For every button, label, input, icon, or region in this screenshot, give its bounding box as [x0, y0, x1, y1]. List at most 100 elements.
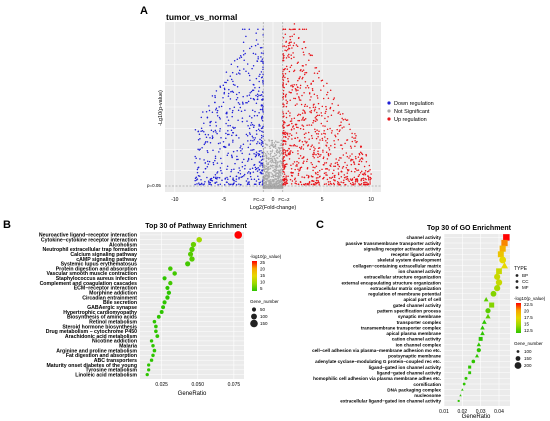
- volcano-point: [339, 157, 341, 159]
- data-point: [151, 344, 155, 348]
- volcano-point: [266, 175, 269, 177]
- volcano-x-ticks: -10 -5 0 5 10: [171, 197, 374, 203]
- data-point: [172, 271, 177, 276]
- volcano-point: [300, 103, 303, 106]
- data-point: [476, 348, 481, 353]
- volcano-point: [302, 116, 304, 119]
- volcano-point: [296, 93, 298, 95]
- volcano-point: [206, 165, 209, 168]
- category-label: Cytokine−cytokine receptor interaction: [41, 238, 137, 244]
- volcano-point: [215, 121, 217, 124]
- volcano-point: [346, 172, 349, 174]
- volcano-point: [243, 158, 245, 161]
- volcano-point: [294, 177, 296, 180]
- volcano-point: [241, 166, 244, 168]
- volcano-point: [211, 135, 214, 137]
- volcano-point: [317, 136, 319, 138]
- data-point: [462, 382, 466, 386]
- volcano-point: [313, 156, 315, 159]
- volcano-point: [307, 144, 310, 146]
- category-label: synaptic membrane: [398, 314, 442, 319]
- volcano-point: [272, 160, 274, 163]
- volcano-point: [280, 178, 282, 181]
- volcano-point: [274, 143, 277, 146]
- volcano-point: [310, 161, 312, 164]
- category-label: homophilic cell adhesion via plasma memb…: [313, 376, 441, 381]
- volcano-point: [303, 110, 306, 112]
- volcano-point: [292, 172, 294, 174]
- volcano-point: [293, 23, 296, 25]
- volcano-point: [327, 116, 329, 118]
- volcano-point: [259, 125, 261, 127]
- volcano-point: [346, 139, 349, 141]
- volcano-point: [247, 178, 249, 180]
- volcano-point: [260, 60, 262, 63]
- volcano-point: [322, 149, 324, 152]
- volcano-point: [301, 124, 303, 126]
- data-point: [480, 330, 485, 336]
- volcano-point: [268, 145, 271, 148]
- volcano-point: [332, 182, 335, 185]
- volcano-point: [248, 94, 251, 96]
- volcano-point: [269, 147, 271, 150]
- volcano-point: [293, 42, 296, 44]
- volcano-point: [285, 93, 287, 96]
- volcano-point: [337, 168, 339, 170]
- volcano-point: [264, 143, 267, 145]
- volcano-point: [262, 79, 264, 82]
- volcano-point: [244, 164, 246, 167]
- volcano-point: [243, 68, 245, 70]
- shape-legend-title: TYPE: [514, 266, 528, 272]
- size-legend-label: 100: [260, 314, 268, 319]
- volcano-point: [345, 152, 348, 154]
- volcano-point: [302, 148, 305, 150]
- volcano-point: [226, 176, 228, 179]
- volcano-point: [314, 172, 317, 174]
- volcano-point: [280, 139, 283, 142]
- volcano-point: [310, 111, 312, 114]
- data-point: [187, 251, 194, 257]
- volcano-point: [288, 124, 291, 126]
- volcano-point: [201, 129, 204, 132]
- volcano-point: [284, 178, 287, 181]
- volcano-point: [255, 77, 258, 80]
- volcano-point: [296, 163, 298, 166]
- volcano-point: [361, 158, 364, 160]
- volcano-point: [354, 145, 356, 147]
- volcano-point: [230, 63, 233, 66]
- volcano-point: [354, 132, 356, 135]
- volcano-point: [225, 122, 227, 125]
- volcano-point: [194, 179, 196, 182]
- volcano-point: [267, 179, 269, 182]
- volcano-point: [300, 146, 303, 148]
- volcano-point: [310, 135, 313, 137]
- volcano-point: [349, 128, 351, 131]
- volcano-point: [289, 66, 292, 68]
- category-label: passive transmembrane transporter activi…: [346, 241, 442, 246]
- volcano-point: [204, 180, 206, 183]
- volcano-point: [288, 135, 290, 138]
- volcano-point: [206, 141, 209, 143]
- volcano-point: [252, 83, 255, 86]
- volcano-point: [306, 158, 309, 161]
- volcano-point: [312, 80, 314, 83]
- volcano-point: [332, 109, 335, 112]
- volcano-point: [270, 152, 272, 155]
- volcano-point: [248, 28, 251, 30]
- volcano-point: [326, 178, 329, 181]
- volcano-point: [285, 57, 288, 59]
- volcano-point: [287, 55, 289, 57]
- data-point: [147, 363, 151, 367]
- volcano-point: [320, 122, 323, 125]
- volcano-point: [315, 118, 318, 120]
- volcano-point: [296, 62, 299, 65]
- volcano-point: [208, 160, 211, 163]
- volcano-x-label: Log2(Fold-change): [250, 205, 297, 211]
- volcano-point: [255, 39, 258, 41]
- volcano-point: [197, 138, 200, 141]
- volcano-point: [251, 109, 254, 111]
- volcano-point: [295, 132, 298, 134]
- volcano-point: [301, 119, 303, 121]
- pathway-points: [145, 231, 243, 377]
